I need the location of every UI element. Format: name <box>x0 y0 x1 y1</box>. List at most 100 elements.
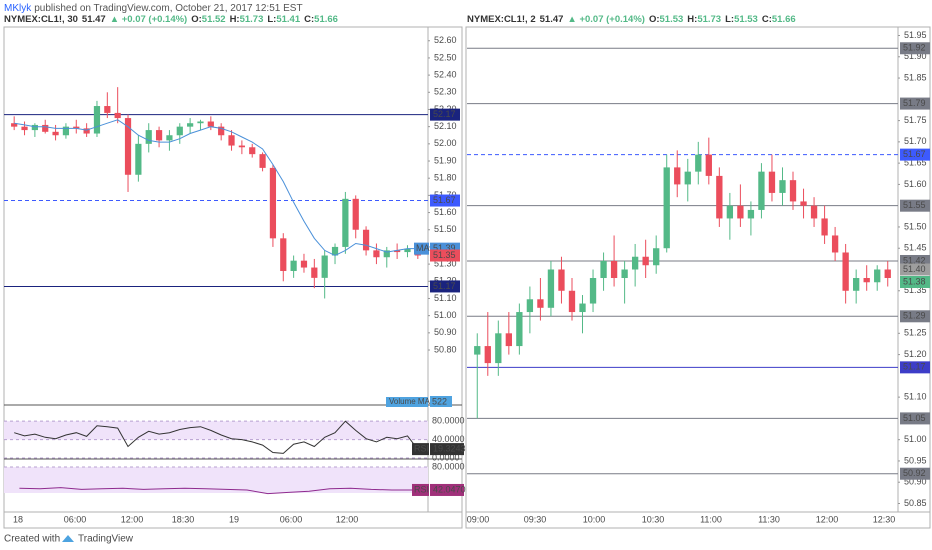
candle-body <box>218 126 225 136</box>
field-value: 51.73 <box>240 14 264 25</box>
change: ▲ +0.07 (+0.14%) <box>110 14 188 25</box>
y-tick-label: 51.85 <box>904 72 927 82</box>
candle-body <box>474 346 481 355</box>
candle-body <box>42 124 49 132</box>
candle-body <box>21 126 28 131</box>
rsi-line <box>14 420 419 454</box>
y-tick-label: 80.0000 <box>432 461 465 471</box>
y-tick-label: 51.80 <box>434 173 457 183</box>
candle-body <box>300 260 308 268</box>
level-label: 51.55 <box>903 200 926 210</box>
candle-body <box>404 248 411 253</box>
field-key: L: <box>725 14 734 25</box>
y-tick-label: 40.0000 <box>432 434 465 444</box>
candle-body <box>863 278 870 283</box>
field-key: C: <box>762 14 772 25</box>
candle-body <box>311 267 318 278</box>
x-tick-label: 06:00 <box>280 514 303 524</box>
rsi-band <box>4 421 428 440</box>
x-tick-label: 18:30 <box>172 514 195 524</box>
candle-body <box>705 154 712 176</box>
x-tick-label: 12:00 <box>336 514 359 524</box>
level-label: 51.29 <box>903 311 926 321</box>
level-label: 52.17 <box>433 109 456 119</box>
x-tick-label: 10:30 <box>642 514 665 524</box>
header-text: published on TradingView.com, October 21… <box>34 3 302 14</box>
level-box <box>900 97 930 110</box>
candle-body <box>526 299 534 313</box>
level-label: 51.17 <box>433 281 456 291</box>
author: MKlyk <box>4 3 32 14</box>
y-tick-label: 52.00 <box>434 138 457 148</box>
y-tick-label: 80.0000 <box>432 416 465 426</box>
candle-body <box>166 135 173 141</box>
candle-body <box>831 235 839 253</box>
candle-body <box>495 333 502 364</box>
level-box <box>900 199 930 212</box>
rsi-tag-box <box>412 443 429 456</box>
candle-body <box>505 333 512 347</box>
left-frame <box>3 26 463 529</box>
candle-body <box>124 118 132 175</box>
volume-value-box <box>430 396 452 407</box>
candle-body <box>362 229 370 251</box>
candle-body <box>821 218 828 236</box>
candle-body <box>621 269 628 279</box>
candle-body <box>758 171 765 210</box>
y-tick-label: 51.95 <box>904 30 927 40</box>
y-tick-label: 52.60 <box>434 35 457 45</box>
y-tick-label: 51.50 <box>434 224 457 234</box>
last-price-box <box>900 263 930 276</box>
y-tick-label: 50.90 <box>904 477 927 487</box>
candle-body <box>104 106 111 113</box>
candle-body <box>73 126 80 129</box>
ma-value-label: 51.39 <box>433 243 456 253</box>
level-label: 51.42 <box>903 255 926 265</box>
field-key: C: <box>304 14 314 25</box>
y-tick-label: 51.20 <box>904 349 927 359</box>
candle-body <box>800 201 807 206</box>
y-tick-label: 52.30 <box>434 87 457 97</box>
rsi-line <box>19 487 413 495</box>
field-value: 51.53 <box>660 14 684 25</box>
rsi-tag: RSI <box>414 443 429 453</box>
level-label: 51.67 <box>903 149 926 159</box>
candle-body <box>842 252 849 291</box>
volume-ma-label: Volume MA <box>389 397 431 406</box>
candle-body <box>547 269 555 308</box>
rsi-value-label: 19.3243 <box>433 443 466 453</box>
last-price: 51.47 <box>82 14 106 25</box>
level-box <box>900 42 930 55</box>
candle-body <box>810 205 818 219</box>
candle-body <box>779 180 786 193</box>
y-tick-label: 52.50 <box>434 52 457 62</box>
candle-body <box>114 112 121 119</box>
candle-body <box>747 209 755 219</box>
field-value: 51.73 <box>697 14 721 25</box>
level-label: 50.92 <box>903 468 926 478</box>
x-tick-label: 06:00 <box>64 514 87 524</box>
field-value: 51.66 <box>314 14 338 25</box>
rsi-tag-box <box>412 483 429 496</box>
field-key: H: <box>230 14 240 25</box>
brand-logo <box>62 535 74 542</box>
level-box <box>900 254 930 267</box>
ma-line <box>14 119 418 257</box>
field-key: O: <box>191 14 202 25</box>
candle-body <box>600 260 607 279</box>
x-tick-label: 18 <box>13 514 23 524</box>
y-tick-label: 51.10 <box>904 392 927 402</box>
y-tick-label: 51.90 <box>434 155 457 165</box>
candle-body <box>716 175 723 219</box>
rsi-value-label: 42.0470 <box>433 484 466 494</box>
candle-body <box>11 123 18 127</box>
candle-body <box>197 121 204 124</box>
level-label: 51.79 <box>903 98 926 108</box>
candle-body <box>684 171 691 185</box>
candle-body <box>352 198 359 230</box>
footer-brand: TradingView <box>78 534 134 545</box>
level-box <box>900 310 930 323</box>
candle-body <box>589 278 597 304</box>
level-box <box>430 280 460 293</box>
candle-body <box>207 121 214 127</box>
